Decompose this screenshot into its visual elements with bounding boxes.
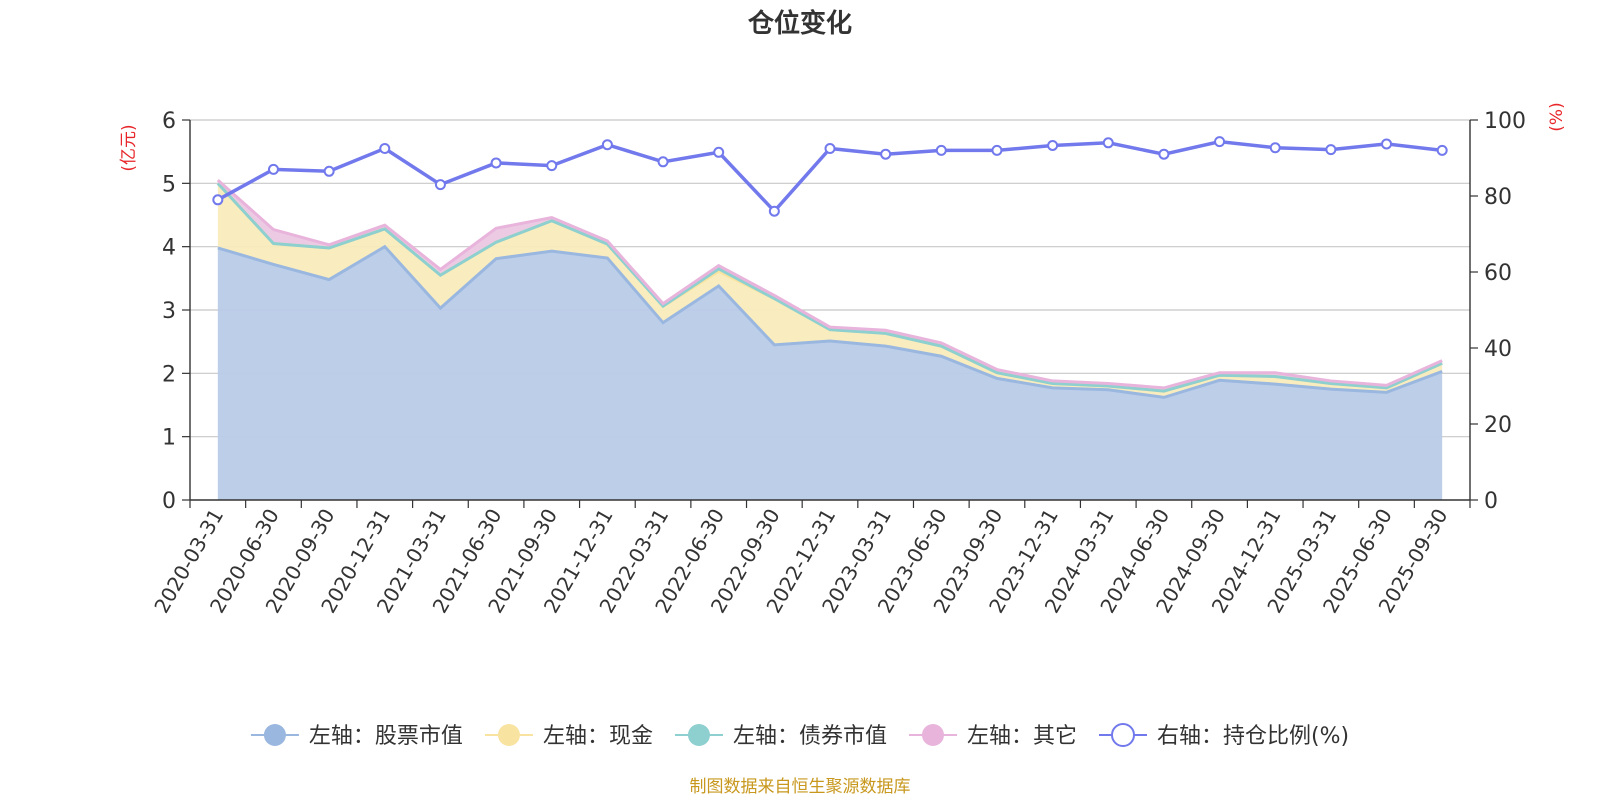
- area-edge-左轴：股票市值: [217, 244, 1443, 399]
- legend-label: 左轴：现金: [543, 724, 653, 749]
- ratio-point: [601, 139, 613, 151]
- legend-marker: [1110, 723, 1135, 747]
- legend-marker: [263, 724, 286, 746]
- ratio-point: [434, 179, 446, 191]
- ratio-point: [267, 163, 279, 175]
- stacked-areas: [216, 179, 1443, 500]
- ratio-point: [768, 205, 780, 217]
- right-tick-label: 60: [1484, 261, 1512, 286]
- left-tick-label: 2: [162, 362, 176, 387]
- legend-label: 左轴：债券市值: [733, 724, 887, 749]
- ratio-point: [1102, 137, 1114, 149]
- left-tick-label: 3: [162, 299, 176, 324]
- legend: 左轴：股票市值 左轴：现金 左轴：债券市值 左轴：其它 右轴：持仓比例(%): [250, 723, 1349, 749]
- ratio-point: [546, 160, 558, 172]
- ratio-point: [1158, 148, 1170, 160]
- ratio-point: [880, 148, 892, 160]
- right-axis-unit: (%): [1547, 102, 1567, 131]
- ratio-point: [212, 194, 224, 206]
- right-tick-label: 40: [1484, 337, 1512, 362]
- legend-marker: [921, 724, 944, 746]
- ratio-point: [1269, 142, 1281, 154]
- ratio-point: [323, 165, 335, 177]
- right-tick-label: 20: [1484, 413, 1512, 438]
- right-tick-label: 0: [1484, 489, 1498, 514]
- ratio-point: [935, 144, 947, 156]
- source-note: 制图数据来自恒生聚源数据库: [690, 777, 911, 797]
- left-tick-label: 5: [162, 172, 176, 197]
- ratio-point: [1381, 138, 1393, 150]
- legend-marker: [687, 724, 710, 746]
- ratio-point: [1047, 139, 1059, 151]
- area-左轴：现金: [217, 183, 1443, 398]
- legend-item[interactable]: 左轴：债券市值: [674, 724, 887, 749]
- legend-label: 左轴：股票市值: [309, 724, 463, 749]
- left-axis-unit: (亿元): [119, 124, 139, 171]
- chart-title: 仓位变化: [747, 8, 852, 39]
- legend-marker: [497, 724, 520, 746]
- area-edge-左轴：债券市值: [216, 182, 1443, 393]
- left-tick-label: 0: [162, 489, 176, 514]
- ratio-point: [1436, 144, 1448, 156]
- right-tick-label: 80: [1484, 185, 1512, 210]
- left-tick-label: 6: [162, 109, 176, 134]
- legend-item[interactable]: 左轴：现金: [484, 724, 653, 749]
- legend-label: 右轴：持仓比例(%): [1157, 724, 1349, 749]
- right-tick-label: 100: [1484, 109, 1526, 134]
- legend-item[interactable]: 右轴：持仓比例(%): [1098, 723, 1349, 749]
- ratio-point: [824, 143, 836, 154]
- area-edge-左轴：其它: [216, 179, 1443, 390]
- left-tick-label: 1: [162, 426, 176, 451]
- left-tick-label: 4: [162, 236, 176, 261]
- ratio-point: [379, 143, 391, 154]
- ratio-point: [991, 144, 1003, 156]
- ratio-point: [713, 146, 725, 158]
- legend-item[interactable]: 左轴：股票市值: [250, 724, 463, 749]
- area-左轴：股票市值: [217, 246, 1443, 500]
- ratio-point: [657, 156, 669, 168]
- legend-label: 左轴：其它: [967, 724, 1077, 749]
- ratio-point: [490, 157, 502, 169]
- ratio-point: [1325, 144, 1337, 156]
- ratio-point: [1214, 136, 1226, 148]
- position-ratio-line: [212, 136, 1448, 217]
- legend-item[interactable]: 左轴：其它: [908, 724, 1077, 749]
